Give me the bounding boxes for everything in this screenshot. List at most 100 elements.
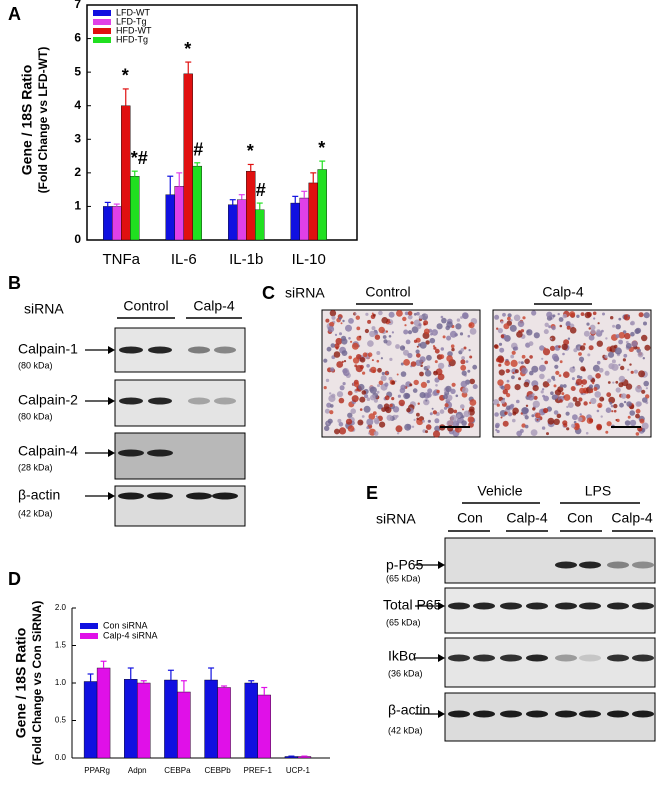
cell bbox=[566, 427, 570, 431]
cell bbox=[341, 338, 348, 345]
cell bbox=[359, 335, 362, 338]
cell bbox=[434, 360, 438, 364]
bar bbox=[174, 186, 184, 241]
cell bbox=[543, 329, 549, 335]
cell bbox=[579, 376, 583, 379]
cell bbox=[544, 322, 549, 327]
cell bbox=[561, 343, 568, 350]
cell bbox=[456, 318, 461, 322]
cell bbox=[639, 418, 645, 424]
blot bbox=[444, 587, 656, 634]
blot-band bbox=[118, 449, 144, 457]
cell bbox=[613, 409, 617, 413]
cell bbox=[611, 359, 616, 364]
cell bbox=[383, 339, 388, 344]
cell bbox=[613, 403, 618, 409]
cell bbox=[368, 432, 371, 435]
cell bbox=[580, 312, 585, 316]
cell bbox=[405, 339, 411, 345]
cell bbox=[365, 312, 369, 316]
y-axis-title: Gene / 18S Ratio bbox=[13, 628, 29, 738]
cell bbox=[379, 421, 386, 428]
cell bbox=[411, 326, 419, 334]
cell bbox=[461, 420, 467, 426]
cell bbox=[573, 420, 577, 424]
cell bbox=[417, 343, 422, 347]
arrow-head bbox=[438, 602, 445, 610]
cell bbox=[388, 311, 395, 318]
x-tick-label: PREF-1 bbox=[244, 766, 273, 775]
cell bbox=[455, 394, 459, 398]
bar bbox=[177, 691, 191, 759]
cell bbox=[460, 316, 463, 319]
blot-size: (42 kDa) bbox=[18, 508, 53, 518]
cell bbox=[635, 408, 641, 414]
annotation: * bbox=[318, 138, 325, 158]
cell bbox=[441, 317, 447, 324]
cell bbox=[592, 382, 595, 385]
cell bbox=[566, 325, 571, 330]
blot-label: Calpain-4 bbox=[18, 443, 78, 459]
cell bbox=[504, 411, 508, 415]
cell bbox=[514, 384, 521, 391]
cell bbox=[521, 423, 526, 428]
cell bbox=[451, 382, 456, 387]
cell bbox=[366, 364, 370, 368]
bar bbox=[237, 199, 247, 241]
cell bbox=[541, 357, 544, 360]
cell bbox=[520, 329, 525, 333]
cell bbox=[496, 403, 500, 407]
cell bbox=[624, 420, 631, 426]
cell bbox=[524, 424, 529, 429]
cell bbox=[565, 321, 571, 327]
cell bbox=[338, 397, 345, 404]
cell bbox=[425, 424, 432, 430]
cell bbox=[424, 370, 432, 377]
cell bbox=[498, 363, 502, 367]
blot-band bbox=[555, 561, 577, 569]
cell bbox=[551, 325, 556, 331]
cell bbox=[563, 394, 571, 401]
cell bbox=[460, 364, 467, 371]
cell bbox=[455, 323, 462, 330]
cell bbox=[381, 371, 385, 376]
cell bbox=[581, 384, 584, 387]
cell bbox=[627, 314, 630, 317]
cell bbox=[420, 381, 427, 388]
cell bbox=[554, 389, 562, 396]
cell bbox=[397, 394, 401, 398]
cell bbox=[554, 394, 559, 399]
cell bbox=[396, 310, 403, 317]
cell bbox=[347, 425, 355, 432]
blot-band bbox=[526, 654, 548, 662]
cell bbox=[339, 332, 342, 336]
blot-band bbox=[607, 561, 629, 569]
cell bbox=[594, 391, 601, 398]
bar bbox=[96, 667, 111, 759]
cell bbox=[418, 315, 423, 320]
cell bbox=[625, 383, 633, 390]
cell bbox=[637, 346, 640, 350]
cell bbox=[507, 316, 511, 321]
blot-band bbox=[448, 654, 470, 662]
cell bbox=[643, 321, 647, 326]
cell bbox=[567, 402, 574, 408]
cell bbox=[533, 332, 540, 339]
cell bbox=[576, 314, 580, 318]
blot-band bbox=[188, 397, 210, 405]
cell bbox=[335, 346, 339, 350]
cell bbox=[453, 409, 458, 414]
cell bbox=[469, 378, 476, 385]
cell bbox=[418, 323, 422, 327]
legend-label: LFD-Tg bbox=[116, 16, 147, 26]
cell bbox=[518, 361, 521, 364]
cell bbox=[375, 415, 378, 418]
bar bbox=[290, 202, 300, 241]
cell bbox=[543, 407, 549, 414]
cell bbox=[350, 408, 357, 415]
cell bbox=[596, 340, 603, 347]
cell bbox=[562, 420, 568, 426]
cell bbox=[402, 316, 407, 322]
blot bbox=[444, 637, 656, 688]
cell bbox=[404, 324, 407, 327]
